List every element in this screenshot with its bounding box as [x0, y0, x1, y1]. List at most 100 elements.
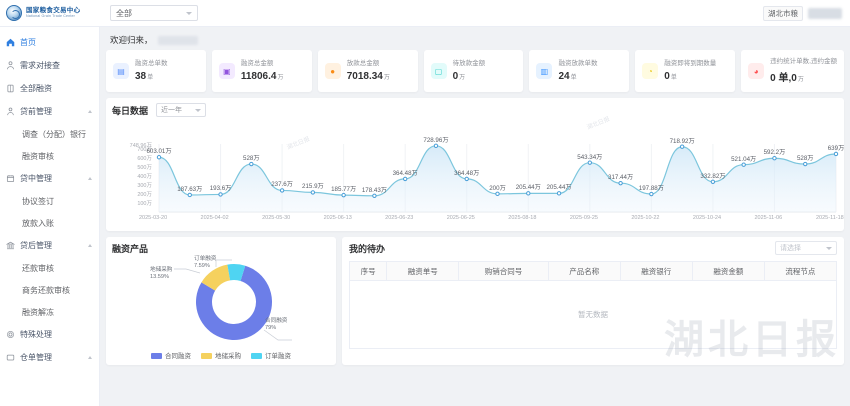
stat-card-disbursed-amount[interactable]: ● 放款总金额 7018.34万 [317, 50, 418, 92]
sidebar-item-label-all-financing: 全部融资 [20, 84, 52, 93]
sidebar-subitem-financing-review[interactable]: 融资审核 [22, 151, 54, 161]
data-point-label: 187.63万 [177, 185, 203, 193]
user-check-icon [7, 107, 14, 116]
settings-icon [7, 331, 14, 338]
stat-unit: 万 [459, 74, 466, 81]
sidebar: 首页 需求对接查 全部融资 贷前管理 调查（分配）银行 融资审核 贷中管理 [0, 27, 100, 406]
x-axis-tick-label: 2025-04-02 [200, 215, 229, 221]
data-point-label: 185.77万 [331, 186, 357, 194]
scope-select[interactable]: 全部 [110, 5, 198, 21]
avatar[interactable] [808, 7, 842, 19]
stat-card-expiring-count[interactable]: ◔ 融资即将到期数量 0单 [635, 50, 736, 92]
sidebar-subitem-repayment-review[interactable]: 还款审核 [22, 263, 54, 273]
x-axis-tick-label: 2025-10-22 [631, 215, 660, 221]
stat-card-row: ▤ 融资总单数 38单 ▣ 融资总金额 11806.4万 ● [106, 50, 844, 92]
sidebar-subitem-business-repayment-review[interactable]: 商务还款审核 [22, 285, 70, 295]
legend-item-order[interactable]: 订单融资 [251, 350, 291, 360]
financing-product-donut-chart [174, 259, 292, 341]
sidebar-item-mid-loan[interactable]: 贷中管理 [0, 167, 99, 190]
stat-value: 24 [558, 70, 570, 82]
pie-label-order: 订单融资 7.59% [194, 256, 217, 269]
todo-table-header-row: 序号 融资单号 购销合同号 产品名称 融资银行 融资金额 流程节点 [348, 261, 838, 281]
list-blue-icon: ▥ [536, 63, 553, 79]
x-axis-tick-label: 2025-09-25 [569, 215, 598, 221]
top-right-area: 湖北市粮 [763, 5, 842, 21]
sidebar-item-post-loan[interactable]: 贷后管理 [0, 234, 99, 257]
todo-table-column-header: 融资单号 [386, 261, 460, 281]
y-axis-tick-label: 100万 [137, 201, 152, 208]
x-axis-tick-label: 2025-08-18 [508, 215, 537, 221]
brand-text: 国家粮食交易中心 National Grain Trade Center [26, 6, 81, 19]
stat-unit: 单 [570, 74, 577, 81]
stat-value: 38 [135, 70, 147, 82]
sidebar-item-pre-loan[interactable]: 贷前管理 [0, 100, 99, 123]
sidebar-item-special-handling[interactable]: 特殊处理 [0, 323, 99, 346]
stat-value: 11806.4 [240, 70, 277, 82]
todo-table-column-header: 流程节点 [763, 261, 838, 281]
financing-product-title: 融资产品 [112, 244, 149, 254]
stat-unit: 单 [147, 74, 154, 81]
doc-blue-icon: ▤ [113, 63, 129, 79]
sidebar-subitem-agreement-signing[interactable]: 协议签订 [22, 196, 54, 206]
x-axis-tick-label: 2025-06-23 [385, 215, 414, 221]
sidebar-item-label-home: 首页 [20, 38, 36, 47]
sidebar-subitem-loan-disbursement[interactable]: 放款入账 [22, 218, 54, 228]
welcome-text: 欢迎归来， [110, 35, 153, 45]
data-point-label: 332.82万 [700, 172, 726, 180]
sidebar-item-warehouse-receipt[interactable]: 仓单管理 [0, 346, 99, 369]
chevron-down-icon [195, 108, 202, 112]
pie-label-contract: 合同融资 79% [265, 318, 288, 331]
chevron-down-icon [826, 246, 832, 250]
sidebar-subitem-assign-bank[interactable]: 调查（分配）银行 [22, 129, 86, 139]
donut-legend: 合同融资 地储采购 订单融资 [106, 350, 336, 360]
main-content: 欢迎归来， ▤ 融资总单数 38单 ▣ 融资总金额 11806.4万 [100, 27, 850, 406]
legend-item-contract[interactable]: 合同融资 [151, 350, 191, 360]
money-purple-icon: ▣ [218, 63, 235, 79]
stat-card-default-stats[interactable]: ◕ 违约统计单数,违约金额 0 单,0万 [741, 50, 844, 92]
handshake-icon [7, 61, 14, 70]
data-point-label: 528万 [243, 155, 260, 163]
sidebar-item-home[interactable]: 首页 [0, 31, 99, 54]
todo-filter-select[interactable]: 请选择 [775, 241, 837, 255]
welcome-bar: 欢迎归来， [106, 32, 844, 50]
chevron-down-icon [186, 11, 192, 15]
document-icon [7, 84, 14, 93]
financing-product-card: 融资产品 地储采购 13.59% 订单融资 7.59% 合同融资 79% 合同融资 地… [106, 237, 336, 365]
stat-label: 待放款金额 [452, 60, 486, 68]
stat-card-pending-amount[interactable]: ▢ 待放款金额 0万 [423, 50, 524, 92]
stat-card-total-orders[interactable]: ▤ 融资总单数 38单 [106, 50, 206, 92]
sidebar-item-demand-matching[interactable]: 需求对接查 [0, 54, 99, 77]
data-point-label: 592.2万 [763, 149, 786, 157]
chevron-up-icon [88, 110, 92, 113]
pie-label-text: 订单融资 [194, 256, 217, 262]
x-axis-tick-label: 2025-10-24 [692, 215, 722, 221]
data-point-label: 543.34万 [577, 153, 603, 161]
data-point-label: 200万 [489, 184, 506, 192]
brand-logo[interactable]: 国家粮食交易中心 National Grain Trade Center [0, 5, 100, 21]
coin-orange-icon: ● [324, 63, 341, 79]
stat-card-disbursed-orders[interactable]: ▥ 融资放款单数 24单 [529, 50, 630, 92]
sidebar-item-label-demand: 需求对接查 [20, 61, 60, 70]
data-point-label: 205.44万 [546, 184, 572, 192]
bank-icon [6, 241, 15, 250]
y-axis-tick-label: 600万 [137, 156, 152, 163]
pie-label-text: 合同融资 [265, 318, 288, 324]
home-icon [6, 38, 15, 47]
brand-name-cn: 国家粮食交易中心 [26, 6, 81, 14]
stat-unit: 万 [277, 74, 284, 81]
data-point-label: 215.9万 [302, 183, 324, 191]
stat-label: 融资即将到期数量 [664, 60, 717, 68]
sidebar-item-all-financing[interactable]: 全部融资 [0, 77, 99, 100]
chevron-up-icon [88, 244, 92, 247]
date-range-select[interactable]: 近一年 [156, 103, 207, 117]
x-axis-tick-label: 2025-05-30 [262, 215, 291, 221]
calendar-icon [6, 175, 15, 183]
legend-item-warehouse[interactable]: 地储采购 [201, 350, 241, 360]
sidebar-item-label-post-loan: 贷后管理 [20, 241, 52, 250]
region-badge: 湖北市粮 [763, 5, 803, 21]
sidebar-item-label-mid-loan: 贷中管理 [20, 174, 52, 183]
stat-card-total-amount[interactable]: ▣ 融资总金额 11806.4万 [211, 50, 312, 92]
data-point-label: 718.92万 [669, 137, 695, 145]
stat-label: 违约统计单数,违约金额 [770, 58, 837, 66]
sidebar-subitem-financing-unfreeze[interactable]: 融资解冻 [22, 307, 54, 317]
